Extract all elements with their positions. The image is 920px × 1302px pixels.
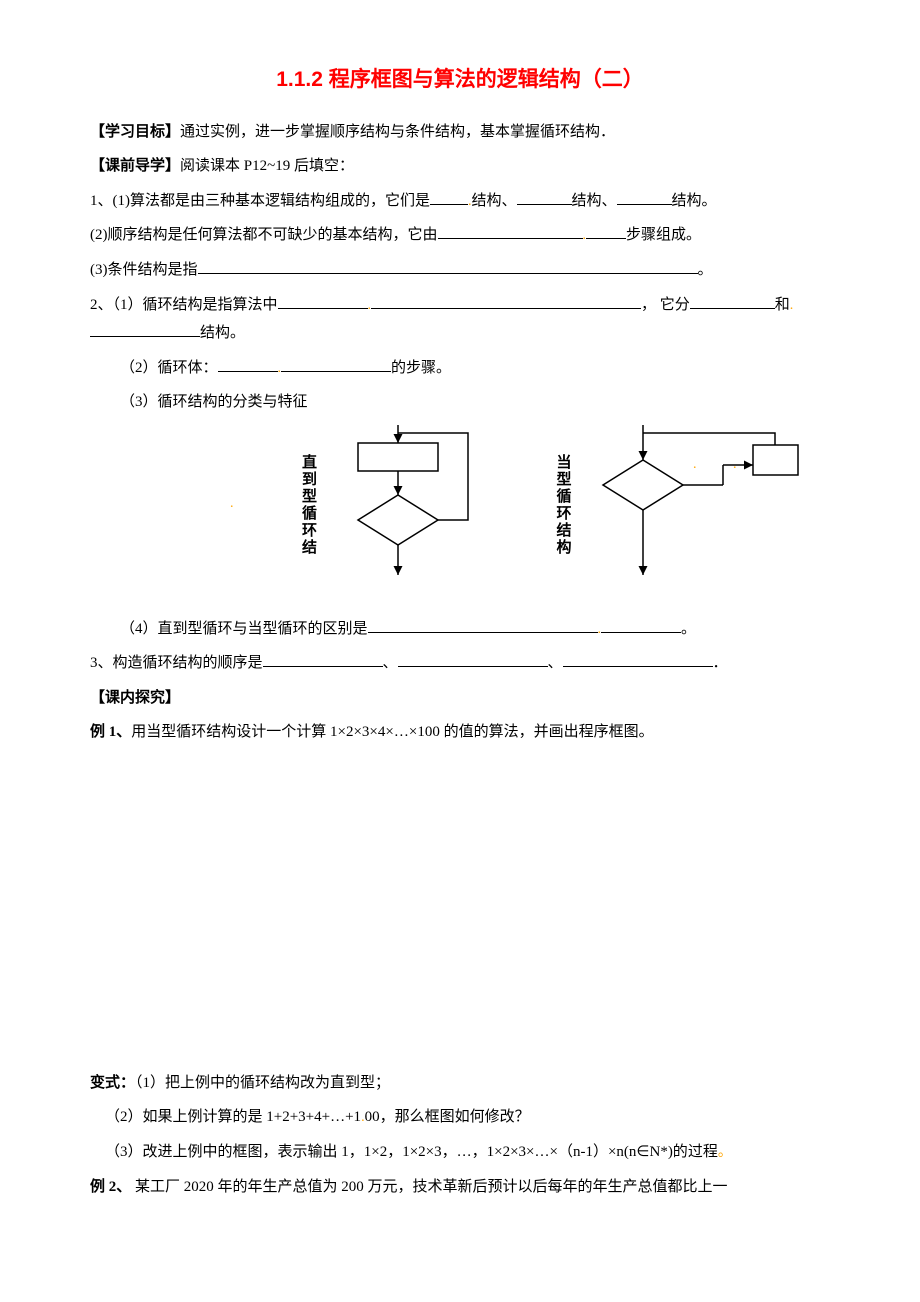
workspace bbox=[90, 753, 830, 1063]
blank bbox=[198, 258, 698, 274]
ex2-text: 某工厂 2020 年的年生产总值为 200 万元，技术革新后预计以后每年的年生产… bbox=[131, 1179, 727, 1195]
q3a: 3、构造循环结构的顺序是 bbox=[90, 655, 263, 671]
q1-1c: 结构、 bbox=[572, 193, 617, 209]
variant-2: （2）如果上例计算的是 1+2+3+4+…+1.00，那么框图如何修改？ bbox=[105, 1103, 830, 1132]
preclass-guide: 【课前导学】阅读课本 P12~19 后填空： bbox=[90, 152, 830, 181]
goal-text: 通过实例，进一步掌握顺序结构与条件结构，基本掌握循环结构． bbox=[180, 124, 615, 140]
q3c: 、 bbox=[548, 655, 563, 671]
blank bbox=[617, 189, 672, 205]
q1-2b: 步骤组成。 bbox=[626, 227, 701, 243]
blank bbox=[690, 293, 775, 309]
preclass-label: 【课前导学】 bbox=[90, 158, 180, 174]
svg-text:.: . bbox=[733, 457, 737, 472]
accent-dot: . bbox=[230, 491, 234, 518]
inclass-label-text: 【课内探究】 bbox=[90, 690, 180, 706]
q2-4: （4）直到型循环与当型循环的区别是.。 bbox=[120, 615, 830, 644]
q1-1a: 1、(1)算法都是由三种基本逻辑结构组成的，它们是 bbox=[90, 193, 430, 209]
ex1-label: 例 1、 bbox=[90, 724, 131, 740]
blank bbox=[368, 617, 598, 633]
blank bbox=[278, 293, 368, 309]
example-1: 例 1、用当型循环结构设计一个计算 1×2×3×4×…×100 的值的算法，并画… bbox=[90, 718, 830, 747]
example-2: 例 2、 某工厂 2020 年的年生产总值为 200 万元，技术革新后预计以后每… bbox=[90, 1173, 830, 1202]
goal-label: 【学习目标】 bbox=[90, 124, 180, 140]
blank bbox=[90, 321, 200, 337]
while-loop-label: 当型循环结构 bbox=[548, 454, 577, 556]
q1-2a: (2)顺序结构是任何算法都不可缺少的基本结构，它由 bbox=[90, 227, 438, 243]
q2-1b: ， 它分 bbox=[641, 297, 690, 313]
blank bbox=[517, 189, 572, 205]
q2-1: 2、（1）循环结构是指算法中.， 它分和.结构。 bbox=[90, 291, 830, 348]
accent-dot: 。 bbox=[718, 1145, 732, 1160]
until-loop-svg bbox=[328, 425, 488, 585]
q2-3: （3）循环结构的分类与特征 bbox=[120, 388, 830, 417]
diagram-row: . 直到型循环结 bbox=[90, 425, 830, 585]
page: 1.1.2 程序框图与算法的逻辑结构（二） 【学习目标】通过实例，进一步掌握顺序… bbox=[0, 0, 920, 1302]
accent-dot: . bbox=[790, 298, 794, 313]
q3b: 、 bbox=[383, 655, 398, 671]
q1-3b: 。 bbox=[698, 262, 713, 278]
variant-1: （1）把上例中的循环结构改为直到型； bbox=[135, 1075, 390, 1091]
blank bbox=[218, 356, 278, 372]
q1-2: (2)顺序结构是任何算法都不可缺少的基本结构，它由.步骤组成。 bbox=[90, 221, 830, 250]
q2-2a: （2）循环体： bbox=[120, 360, 218, 376]
q1-3a: (3)条件结构是指 bbox=[90, 262, 198, 278]
while-loop-svg: . . bbox=[583, 425, 803, 585]
q2-4a: （4）直到型循环与当型循环的区别是 bbox=[120, 621, 368, 637]
variant: 变式：（1）把上例中的循环结构改为直到型； bbox=[90, 1069, 830, 1098]
q1-1: 1、(1)算法都是由三种基本逻辑结构组成的，它们是.结构、结构、结构。 bbox=[90, 187, 830, 216]
q2-4b: 。 bbox=[681, 621, 696, 637]
blank bbox=[430, 189, 468, 205]
ex1-text: 用当型循环结构设计一个计算 1×2×3×4×…×100 的值的算法，并画出程序框… bbox=[131, 724, 653, 740]
variant-label: 变式： bbox=[90, 1075, 135, 1091]
blank bbox=[601, 617, 681, 633]
blank bbox=[371, 293, 641, 309]
q1-1d: 结构。 bbox=[672, 193, 717, 209]
q2-2b: 的步骤。 bbox=[391, 360, 451, 376]
q2-1d: 结构。 bbox=[200, 325, 245, 341]
variant-2b: 00，那么框图如何修改？ bbox=[365, 1109, 530, 1125]
variant-3: （3）改进上例中的框图，表示输出 1，1×2，1×2×3，…，1×2×3×…×（… bbox=[105, 1138, 830, 1167]
q3d: ． bbox=[713, 655, 728, 671]
inclass-label: 【课内探究】 bbox=[90, 684, 830, 713]
preclass-text: 阅读课本 P12~19 后填空： bbox=[180, 158, 354, 174]
blank bbox=[263, 651, 383, 667]
variant-3a: （3）改进上例中的框图，表示输出 1，1×2，1×2×3，…，1×2×3×…×（… bbox=[105, 1144, 718, 1160]
q1-3: (3)条件结构是指 。 bbox=[90, 256, 830, 285]
q1-1b: 结构、 bbox=[472, 193, 517, 209]
ex2-label: 例 2、 bbox=[90, 1179, 131, 1195]
q3: 3、构造循环结构的顺序是 、 、 ． bbox=[90, 649, 830, 678]
svg-text:.: . bbox=[693, 457, 697, 472]
document-title: 1.1.2 程序框图与算法的逻辑结构（二） bbox=[90, 60, 830, 100]
variant-2a: （2）如果上例计算的是 1+2+3+4+…+1 bbox=[105, 1109, 361, 1125]
learning-goal: 【学习目标】通过实例，进一步掌握顺序结构与条件结构，基本掌握循环结构． bbox=[90, 118, 830, 147]
blank bbox=[438, 223, 583, 239]
blank bbox=[281, 356, 391, 372]
blank bbox=[586, 223, 626, 239]
q2-2: （2）循环体：.的步骤。 bbox=[120, 354, 830, 383]
blank bbox=[563, 651, 713, 667]
until-loop-label: 直到型循环结 bbox=[294, 454, 323, 556]
q2-1a: 2、（1）循环结构是指算法中 bbox=[90, 297, 278, 313]
blank bbox=[398, 651, 548, 667]
while-loop-diagram: 当型循环结构 . . bbox=[548, 425, 803, 585]
q2-1c: 和 bbox=[775, 297, 790, 313]
until-loop-diagram: 直到型循环结 bbox=[294, 425, 489, 585]
